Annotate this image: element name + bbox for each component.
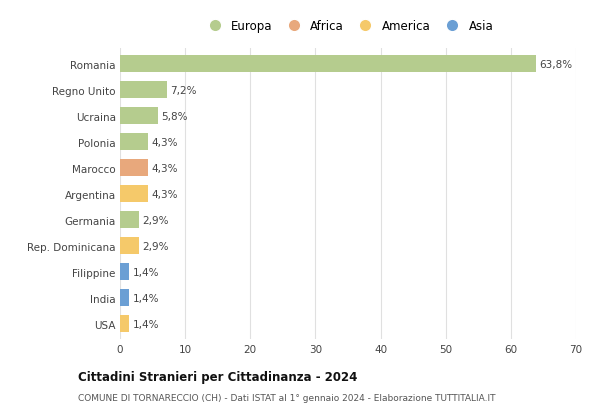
Bar — [120, 186, 148, 203]
Text: 4,3%: 4,3% — [151, 189, 178, 199]
Text: 7,2%: 7,2% — [170, 85, 197, 96]
Text: 1,4%: 1,4% — [133, 319, 159, 329]
Text: 2,9%: 2,9% — [142, 241, 169, 251]
Bar — [120, 212, 139, 229]
Bar — [120, 315, 129, 333]
Text: 2,9%: 2,9% — [142, 215, 169, 225]
Bar — [120, 290, 129, 306]
Text: 1,4%: 1,4% — [133, 293, 159, 303]
Text: 4,3%: 4,3% — [151, 137, 178, 147]
Bar — [120, 56, 536, 73]
Bar — [120, 82, 167, 99]
Text: 63,8%: 63,8% — [539, 60, 572, 70]
Bar — [120, 108, 158, 125]
Bar — [120, 238, 139, 254]
Bar — [120, 134, 148, 151]
Bar — [120, 160, 148, 177]
Legend: Europa, Africa, America, Asia: Europa, Africa, America, Asia — [203, 20, 493, 33]
Bar — [120, 264, 129, 281]
Text: 1,4%: 1,4% — [133, 267, 159, 277]
Text: Cittadini Stranieri per Cittadinanza - 2024: Cittadini Stranieri per Cittadinanza - 2… — [78, 370, 358, 383]
Text: COMUNE DI TORNARECCIO (CH) - Dati ISTAT al 1° gennaio 2024 - Elaborazione TUTTIT: COMUNE DI TORNARECCIO (CH) - Dati ISTAT … — [78, 393, 496, 402]
Text: 5,8%: 5,8% — [161, 112, 188, 121]
Text: 4,3%: 4,3% — [151, 163, 178, 173]
